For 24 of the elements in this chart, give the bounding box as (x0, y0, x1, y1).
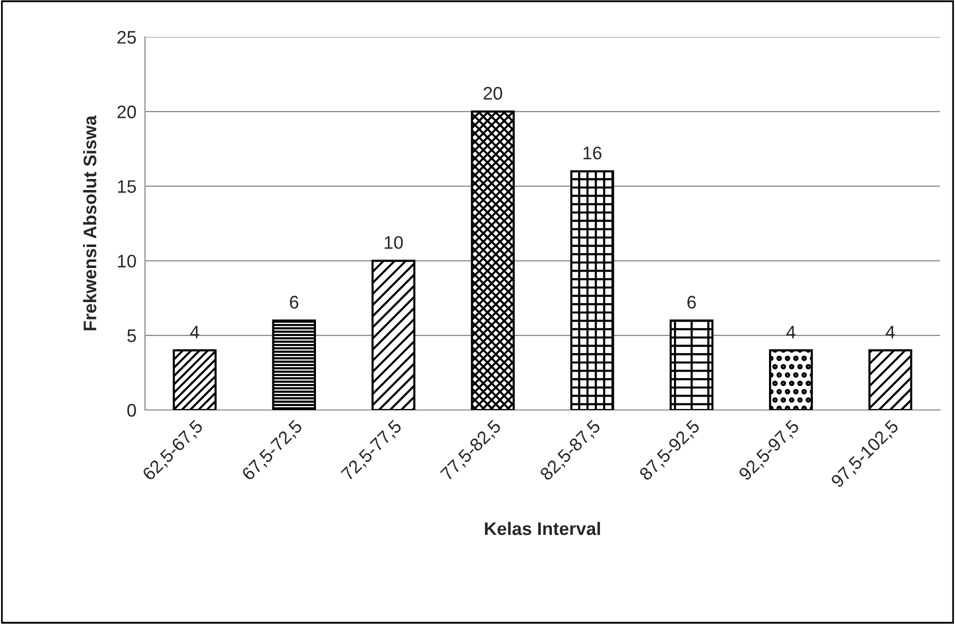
y-axis-title: Frekwensi Absolut Siswa (83, 115, 96, 330)
data-label: 6 (290, 296, 298, 309)
bar (172, 349, 217, 410)
y-tick-label: 15 (118, 180, 136, 193)
y-tick-label: 10 (118, 254, 136, 268)
data-label: 20 (484, 86, 502, 100)
data-label: 4 (886, 326, 895, 338)
bar (372, 260, 416, 410)
y-tick-label: 0 (127, 404, 136, 417)
data-label: 4 (786, 326, 796, 338)
data-label: 16 (584, 146, 602, 160)
bar (769, 349, 813, 410)
x-axis-title: Kelas Interval (485, 522, 600, 536)
bar (470, 110, 515, 410)
data-label: 10 (384, 236, 403, 249)
y-tick-label: 5 (127, 330, 136, 342)
data-label: 4 (190, 326, 200, 338)
bar (570, 170, 614, 410)
y-tick-label: 20 (117, 106, 136, 118)
bar (272, 319, 316, 410)
y-tick-label: 25 (117, 30, 136, 44)
bar (868, 349, 912, 410)
bar (670, 319, 714, 410)
data-label: 6 (687, 296, 696, 309)
